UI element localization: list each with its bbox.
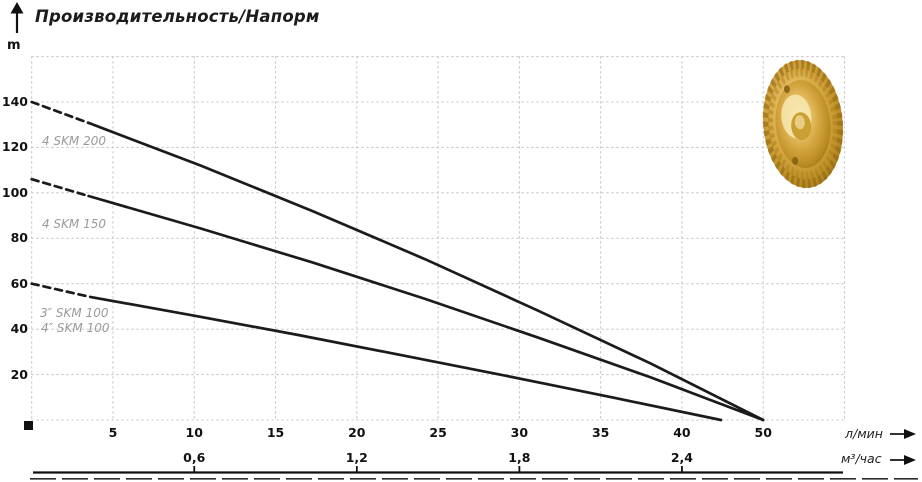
arrow-right-icon-m3h <box>890 455 916 465</box>
curve-label-4skm150: 4 SKM 150 <box>42 217 107 231</box>
x-tick-40: 40 <box>673 425 691 440</box>
x-tick-15: 15 <box>266 425 285 440</box>
curve-label-3skm100: 3″ SKM 100 <box>40 306 109 320</box>
arrow-right-icon-lmin <box>890 429 916 439</box>
y-axis-unit-label: m <box>7 38 21 53</box>
x-tick-30: 30 <box>510 425 529 440</box>
x-tick-50: 50 <box>754 425 772 440</box>
x-tick-20: 20 <box>348 425 366 440</box>
x-tick-10: 10 <box>185 425 203 440</box>
impeller-image <box>762 59 844 189</box>
x-tick-35: 35 <box>591 425 610 440</box>
y-tick-20: 20 <box>10 366 28 382</box>
y-tick-40: 40 <box>10 321 28 337</box>
curve-label-4skm200: 4 SKM 200 <box>42 134 107 148</box>
x-tick-5: 5 <box>108 425 118 440</box>
x2-tick-1_2: 1,2 <box>345 450 368 465</box>
y-axis-arrow-up-icon <box>10 2 24 33</box>
y-tick-60: 60 <box>10 275 28 291</box>
x2-tick-0_6: 0,6 <box>183 450 206 465</box>
y-tick-100: 100 <box>1 184 28 200</box>
y-tick-140: 140 <box>1 93 28 109</box>
x-axis-unit-lmin: л/мин <box>845 426 883 441</box>
origin-marker <box>24 421 33 430</box>
x2-tick-2_4: 2,4 <box>670 450 694 465</box>
curve-label-4skm100: 4″ SKM 100 <box>41 321 110 335</box>
x2-tick-1_8: 1,8 <box>508 450 531 465</box>
x-axis-unit-m3h: м³/час <box>841 451 882 466</box>
y-tick-80: 80 <box>10 230 28 246</box>
chart-title: Производительность/Напорм <box>35 7 320 26</box>
y-tick-120: 120 <box>1 139 28 155</box>
x-tick-25: 25 <box>429 425 447 440</box>
